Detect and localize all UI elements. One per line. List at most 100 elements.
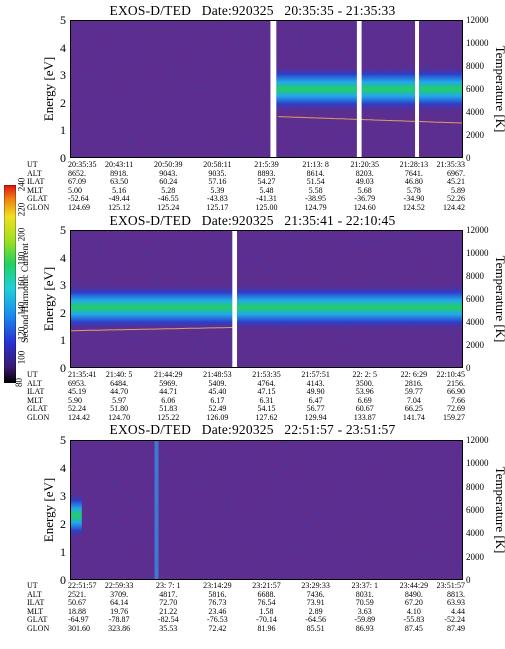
noise-pixel [107, 346, 110, 349]
noise-pixel [223, 455, 226, 458]
noise-pixel [232, 576, 235, 578]
noise-pixel [198, 560, 201, 563]
noise-pixel [293, 46, 295, 49]
noise-pixel [417, 239, 420, 242]
noise-pixel [380, 517, 383, 520]
noise-pixel [125, 282, 128, 284]
noise-pixel [278, 281, 281, 284]
noise-pixel [219, 452, 222, 454]
noise-pixel [448, 154, 451, 156]
ephemeris-cell: 51.80 [110, 404, 129, 413]
noise-pixel [263, 253, 266, 255]
noise-pixel [284, 529, 287, 531]
noise-pixel [77, 264, 80, 267]
ephemeris-cell: 6688. [257, 589, 276, 599]
noise-pixel [260, 106, 263, 108]
noise-pixel [98, 538, 101, 541]
y-tick-label: 4 [60, 461, 66, 475]
noise-pixel [127, 142, 130, 144]
noise-pixel [393, 239, 396, 241]
noise-pixel [77, 543, 80, 546]
noise-pixel [395, 561, 398, 563]
noise-pixel [230, 575, 233, 577]
ephemeris-cell: 7641. [404, 168, 423, 178]
noise-pixel [391, 256, 394, 258]
noise-pixel [147, 452, 150, 455]
noise-pixel [194, 516, 197, 518]
noise-pixel [384, 135, 387, 138]
ephemeris-cell: -64.97 [68, 615, 89, 624]
ephemeris-cell: 23.46 [208, 606, 227, 616]
noise-pixel [172, 548, 175, 551]
ephemeris-cell: 124.42 [68, 412, 90, 422]
noise-pixel [373, 241, 376, 243]
noise-pixel [181, 331, 184, 333]
data-gap [270, 20, 277, 158]
ephemeris-cell: 85.51 [306, 623, 325, 633]
noise-pixel [106, 230, 108, 233]
ephemeris-cell: 22:51:57 [68, 581, 97, 590]
noise-pixel [229, 548, 232, 550]
noise-pixel [141, 236, 144, 239]
noise-pixel [369, 527, 372, 529]
y-tick-label: 2 [60, 517, 66, 531]
noise-pixel [454, 113, 457, 116]
noise-pixel [269, 506, 271, 509]
noise-pixel [311, 341, 314, 343]
noise-pixel [376, 149, 378, 151]
noise-pixel [203, 63, 205, 65]
ephemeris-cell: 18.88 [68, 606, 86, 616]
noise-pixel [131, 119, 134, 121]
noise-pixel [250, 497, 253, 500]
noise-pixel [230, 282, 233, 284]
noise-pixel [115, 334, 118, 336]
ephemeris-cell: 8614. [306, 168, 325, 178]
noise-pixel [98, 51, 101, 53]
noise-pixel [353, 470, 356, 472]
noise-pixel [282, 238, 285, 241]
noise-pixel [279, 125, 282, 127]
noise-pixel [387, 526, 390, 529]
noise-pixel [384, 330, 387, 333]
noise-pixel [121, 36, 124, 39]
ephemeris-row-label: UT [27, 581, 38, 590]
noise-pixel [240, 520, 243, 523]
noise-pixel [260, 544, 263, 547]
noise-pixel [402, 347, 405, 350]
noise-pixel [374, 566, 377, 569]
noise-pixel [89, 360, 91, 363]
y-tick-label: 1 [60, 333, 66, 348]
noise-pixel [252, 361, 255, 363]
noise-pixel [186, 100, 188, 102]
noise-pixel [276, 466, 279, 468]
noise-pixel [139, 470, 142, 473]
noise-pixel [227, 471, 230, 473]
ephemeris-cell: 8652. [68, 168, 86, 178]
noise-pixel [273, 561, 276, 564]
noise-pixel [368, 115, 371, 117]
noise-pixel [219, 523, 222, 526]
noise-pixel [75, 62, 78, 64]
noise-pixel [215, 29, 218, 31]
ephemeris-cell: 52.49 [208, 404, 227, 413]
noise-pixel [402, 485, 405, 487]
y-tick-label: 4 [60, 250, 66, 265]
noise-pixel [396, 116, 399, 118]
ephemeris-cell: 21:48:53 [203, 370, 232, 379]
noise-pixel [99, 515, 102, 517]
noise-pixel [128, 473, 130, 475]
noise-pixel [297, 442, 300, 445]
noise-pixel [104, 454, 107, 457]
ephemeris-cell: 2521. [68, 589, 86, 599]
noise-pixel [459, 565, 462, 567]
noise-pixel [342, 526, 345, 528]
noise-pixel [104, 534, 107, 536]
noise-pixel [94, 575, 96, 577]
ephemeris-cell: 23: 7: 1 [156, 581, 181, 590]
noise-pixel [410, 572, 413, 575]
noise-pixel [300, 39, 302, 41]
ephemeris-cell: -76.53 [207, 615, 228, 624]
noise-pixel [393, 235, 396, 237]
noise-pixel [439, 282, 442, 285]
noise-pixel [291, 497, 294, 500]
